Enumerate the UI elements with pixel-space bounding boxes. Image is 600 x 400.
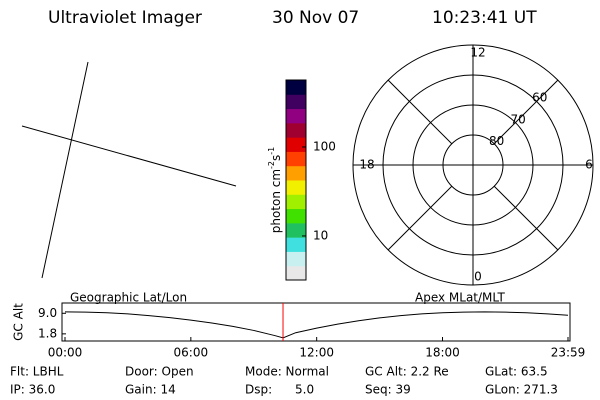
colorbar-tick-label: 100	[313, 139, 336, 153]
color-band	[286, 251, 306, 267]
color-band	[286, 137, 306, 152]
color-band	[286, 194, 306, 210]
diag-line	[493, 185, 559, 251]
time: 10:23:41 UT	[432, 8, 537, 28]
polar-grid: 607080126018	[352, 44, 594, 286]
mlt-label: 0	[474, 270, 482, 284]
x-tick-label: 06:00	[174, 346, 209, 360]
color-band	[286, 151, 306, 167]
colorbar-frame	[285, 79, 307, 281]
color-band	[286, 237, 306, 252]
status-field: Dsp: 5.0	[245, 383, 314, 397]
y-tick-label: 1.8	[38, 326, 57, 340]
color-band	[286, 80, 306, 95]
color-band	[286, 222, 306, 238]
status-panel: Flt: LBHL Door: Open Mode: Normal GC Alt: 2…	[10, 365, 558, 397]
status-field: Gain: 14	[125, 383, 176, 397]
color-band	[286, 265, 306, 281]
colorbar-tick-label: 10	[313, 228, 328, 242]
plot-title-right: Apex MLat/MLT	[415, 291, 505, 305]
color-band	[286, 165, 306, 181]
x-tick-label: 00:00	[48, 346, 83, 360]
colorbar-label: photon cm-2s-1	[267, 147, 283, 234]
status-field: IP: 36.0	[10, 383, 55, 397]
plot-title-left: Geographic Lat/Lon	[70, 291, 187, 305]
diag-line	[387, 185, 453, 251]
color-band	[286, 180, 306, 195]
status-field: Door: Open	[125, 365, 194, 379]
color-band	[286, 108, 306, 124]
diag-line	[387, 79, 453, 145]
status-field: Flt: LBHL	[10, 365, 64, 379]
y-tick-label: 9.0	[38, 306, 57, 320]
y-axis-label: GC Alt	[12, 303, 26, 341]
color-band	[286, 122, 306, 138]
altitude-line	[64, 311, 569, 339]
title: Ultraviolet Imager	[48, 8, 202, 28]
diag-line	[493, 79, 559, 145]
plot-frame	[61, 302, 571, 342]
geo-map	[21, 61, 237, 279]
status-field: Seq: 39	[365, 383, 411, 397]
x-tick-label: 18:00	[425, 346, 460, 360]
mlt-label: 18	[359, 158, 374, 172]
x-tick-label: 23:59	[551, 346, 586, 360]
status-field: Mode: Normal	[245, 365, 329, 379]
status-field: GC Alt: 2.2 Re	[365, 365, 449, 379]
x-tick-label: 12:00	[299, 346, 334, 360]
status-field: GLon: 271.3	[485, 383, 558, 397]
color-band	[286, 94, 306, 110]
altitude-plot: Geographic Lat/Lon Apex MLat/MLT GC Alt 9.0…	[12, 291, 586, 360]
colorbar: 10 100	[285, 79, 336, 281]
date: 30 Nov 07	[272, 8, 359, 28]
color-band	[286, 208, 306, 224]
status-field: GLat: 63.5	[485, 365, 548, 379]
mlt-label: 12	[470, 46, 485, 60]
